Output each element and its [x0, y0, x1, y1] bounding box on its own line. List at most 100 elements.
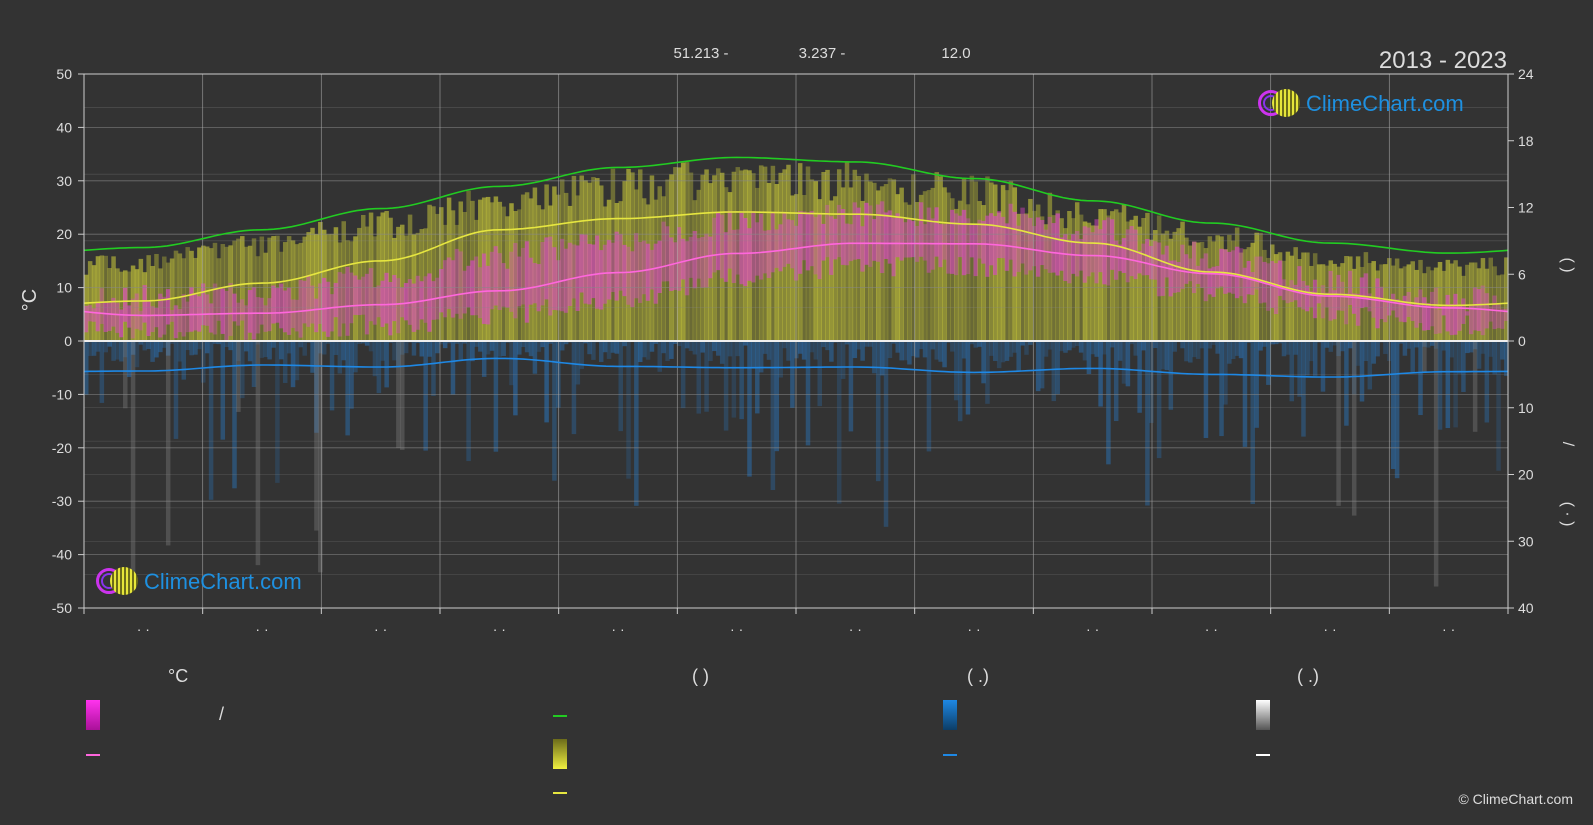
precipitation-bar	[439, 342, 444, 345]
snow-bar	[236, 342, 241, 412]
temperature-bar	[579, 234, 584, 293]
temperature-bar	[263, 305, 268, 332]
temperature-bar	[282, 290, 288, 333]
precipitation-bar	[1285, 342, 1291, 355]
temperature-bar	[723, 232, 729, 282]
temperature-bar	[1453, 293, 1458, 335]
sunshine-bar	[364, 226, 370, 341]
temperature-bar	[637, 241, 643, 303]
right-axis-label-top: ( )	[1559, 257, 1576, 272]
logo-bottom[interactable]: ClimeChart.com	[96, 566, 302, 598]
precipitation-bar	[669, 342, 674, 359]
temperature-bar	[325, 281, 331, 337]
sunshine-bar	[731, 171, 737, 341]
temperature-bar	[1355, 293, 1361, 326]
sunshine-bar	[162, 256, 167, 341]
sunshine-bar	[228, 245, 233, 341]
precipitation-bar	[302, 342, 307, 356]
logo-top[interactable]: ClimeChart.com	[1258, 88, 1464, 120]
left-tick-label: 20	[56, 226, 72, 242]
temperature-bar	[626, 246, 631, 305]
precipitation-bar	[126, 342, 132, 377]
month-label: · ·	[1205, 621, 1218, 637]
sunshine-bar	[1141, 218, 1146, 341]
sunshine-bar	[427, 204, 432, 341]
temperature-bar	[403, 283, 409, 321]
temperature-bar	[1285, 286, 1291, 304]
temperature-bar	[212, 283, 218, 335]
sunshine-bar	[665, 179, 670, 341]
precipitation-bar	[571, 342, 577, 435]
precipitation-bar	[1184, 342, 1189, 362]
sunshine-bar	[400, 224, 405, 341]
precipitation-bar	[731, 342, 737, 418]
temperature-bar	[91, 308, 97, 322]
precipitation-bar	[864, 342, 869, 347]
sunshine-bar	[1125, 221, 1131, 341]
sunshine-bar	[1199, 241, 1205, 341]
temperature-bar	[766, 230, 772, 279]
sunshine-bar	[255, 256, 261, 341]
sunshine-bar	[540, 209, 545, 341]
precipitation-bar	[1336, 342, 1341, 357]
precipitation-bar	[1266, 342, 1271, 385]
precipitation-bar	[298, 342, 304, 348]
precipitation-bar	[903, 342, 908, 361]
precipitation-bar	[844, 342, 850, 345]
temperature-bar	[942, 224, 947, 260]
temperature-bar	[790, 220, 795, 269]
sunshine-bar	[809, 179, 815, 341]
precipitation-bar	[637, 342, 643, 363]
precipitation-bar	[790, 342, 795, 408]
sunshine-bar	[259, 236, 265, 341]
precipitation-bar	[1231, 342, 1236, 360]
sunshine-bar	[1106, 215, 1111, 341]
precipitation-bar	[1437, 342, 1443, 430]
temperature-bar	[1316, 294, 1322, 304]
precipitation-bar	[575, 342, 581, 385]
precipitation-bar	[762, 342, 768, 354]
precipitation-bar	[848, 342, 854, 432]
temperature-bar	[224, 291, 229, 341]
temperature-bar	[1047, 216, 1053, 273]
precipitation-bar	[1441, 342, 1447, 351]
sunshine-bar	[1032, 210, 1037, 341]
temperature-bar	[1090, 232, 1096, 273]
precipitation-bar	[380, 342, 386, 361]
precipitation-bar	[360, 342, 366, 344]
sunshine-bar	[442, 224, 448, 341]
sunshine-bar	[1379, 264, 1384, 341]
temperature-bar	[501, 263, 506, 307]
legend-rain-title: ( .)	[967, 666, 989, 686]
temperature-bar	[684, 241, 690, 296]
precipitation-bar	[1480, 342, 1486, 354]
precipitation-bar	[1094, 342, 1099, 357]
precipitation-bar	[673, 342, 678, 345]
precipitation-bar	[1219, 342, 1224, 437]
precipitation-bar	[677, 342, 682, 347]
left-tick-label: -30	[52, 493, 72, 509]
sunshine-bar	[1055, 210, 1060, 341]
sunshine-bar	[1063, 228, 1068, 341]
precipitation-bar	[1258, 342, 1263, 351]
precipitation-bar	[907, 342, 912, 365]
precipitation-bar	[1168, 342, 1174, 410]
precipitation-bar	[1297, 342, 1302, 397]
sunshine-bar	[727, 192, 733, 341]
temperature-bar	[875, 204, 881, 262]
sunshine-bar	[1468, 262, 1474, 341]
sunshine-bar	[1398, 268, 1404, 341]
sunshine-bar	[119, 271, 124, 341]
precipitation-bar	[755, 342, 760, 414]
precipitation-bar	[1035, 342, 1041, 392]
precipitation-bar	[1383, 342, 1388, 354]
precipitation-bar	[1203, 342, 1209, 438]
temperature-bar	[193, 294, 198, 331]
left-tick-label: 30	[56, 173, 72, 189]
precipitation-bar	[1090, 342, 1096, 355]
temperature-bar	[1125, 229, 1131, 283]
temperature-bar	[770, 212, 776, 273]
sunshine-bar	[169, 258, 175, 341]
temperature-bar	[189, 286, 194, 332]
precipitation-bar	[368, 342, 374, 352]
